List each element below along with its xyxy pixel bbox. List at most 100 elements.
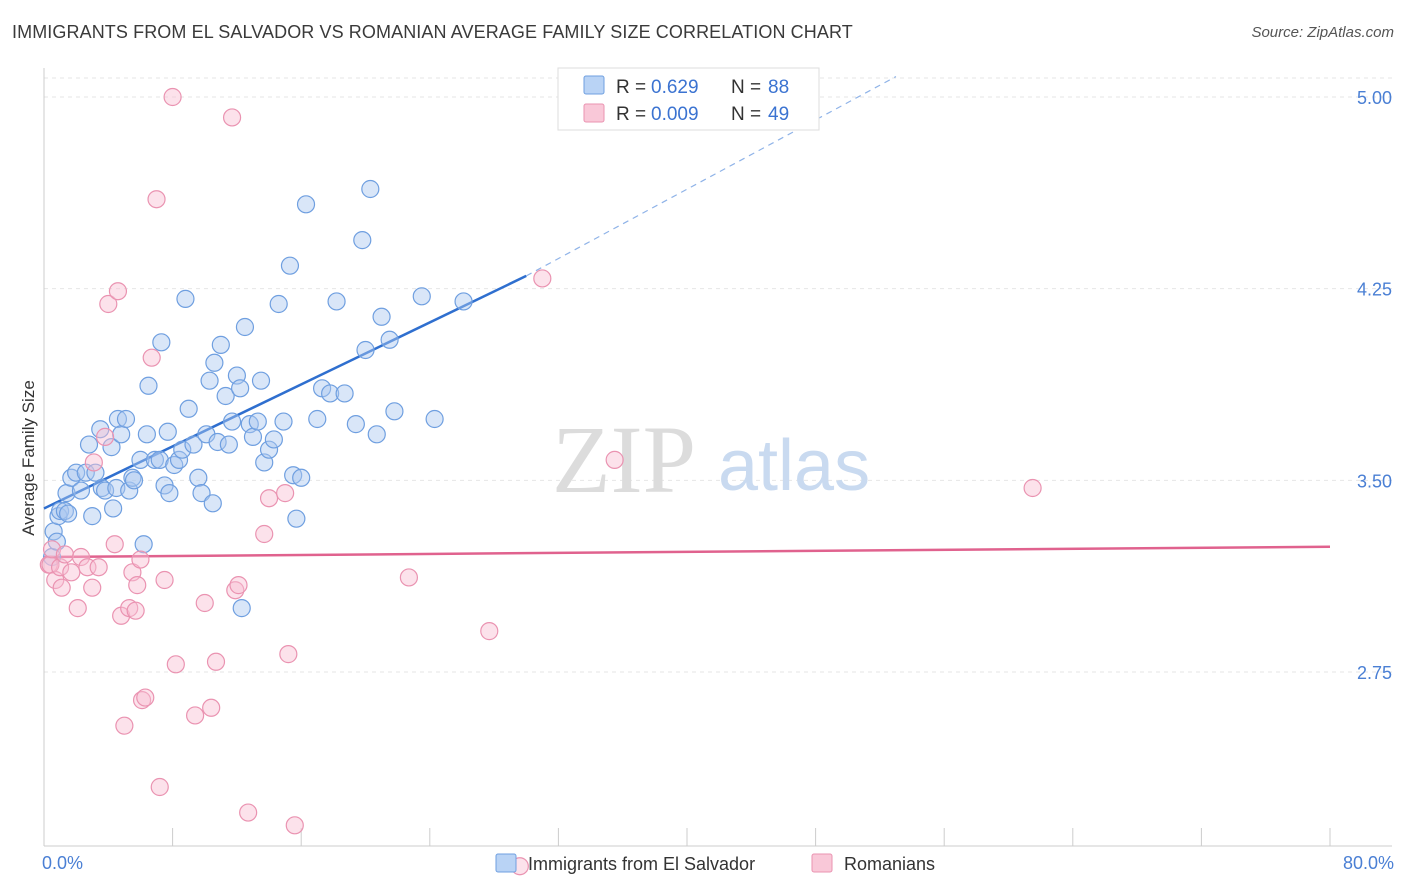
x-tick-label-start: 0.0%: [42, 853, 83, 873]
point-romanian: [84, 453, 103, 472]
point-romanian: [255, 524, 274, 544]
trend-line-pink: [43, 545, 1331, 559]
legend-swatch-pink: [583, 103, 605, 123]
point-el-salvador: [200, 371, 219, 390]
series-legend: Immigrants from El Salvador Romanians: [495, 853, 935, 874]
point-el-salvador: [292, 468, 311, 487]
point-el-salvador: [327, 292, 346, 311]
legend-swatch-blue: [583, 75, 605, 95]
data-points: [39, 87, 1042, 876]
series-legend-label-2: Romanians: [844, 854, 935, 874]
point-el-salvador: [67, 463, 86, 482]
point-el-salvador: [335, 384, 354, 403]
point-el-salvador: [208, 432, 227, 452]
point-romanian: [108, 282, 128, 301]
watermark: ZIP atlas: [552, 406, 870, 513]
point-romanian: [99, 294, 118, 314]
point-el-salvador: [134, 535, 153, 554]
point-romanian: [279, 645, 298, 664]
trend-line-blue-extension: [525, 76, 897, 277]
point-el-salvador: [219, 435, 238, 454]
point-romanian: [105, 535, 124, 554]
point-romanian: [259, 489, 279, 508]
point-el-salvador: [280, 256, 300, 275]
point-el-salvador: [92, 478, 111, 498]
point-romanian: [150, 777, 169, 797]
point-romanian: [147, 190, 166, 209]
point-el-salvador: [264, 430, 283, 449]
point-el-salvador: [259, 440, 279, 459]
point-romanian: [202, 698, 221, 717]
legend-n-value-1: 88: [768, 77, 789, 98]
point-el-salvador: [372, 307, 391, 326]
point-el-salvador: [116, 409, 136, 429]
legend-n-label-1: N =: [731, 77, 761, 98]
point-romanian: [186, 706, 205, 725]
x-tick-labels: 0.0% 80.0%: [42, 853, 1394, 873]
point-el-salvador: [412, 287, 431, 306]
point-el-salvador: [173, 440, 192, 459]
point-romanian: [285, 816, 304, 835]
point-el-salvador: [321, 384, 340, 403]
series-legend-label-1: Immigrants from El Salvador: [528, 854, 755, 874]
point-romanian: [229, 576, 248, 595]
point-romanian: [126, 601, 145, 620]
point-el-salvador: [176, 289, 195, 308]
point-romanian: [276, 484, 295, 503]
chart-title: IMMIGRANTS FROM EL SALVADOR VS ROMANIAN …: [12, 22, 853, 42]
point-el-salvador: [158, 422, 177, 441]
point-romanian: [55, 545, 74, 564]
point-el-salvador: [145, 450, 165, 469]
point-el-salvador: [192, 484, 211, 503]
point-romanian: [95, 427, 115, 446]
point-el-salvador: [308, 409, 327, 429]
point-romanian: [115, 716, 134, 735]
point-el-salvador: [179, 399, 198, 418]
point-romanian: [206, 652, 226, 671]
point-el-salvador: [169, 450, 189, 469]
source-label: Source: ZipAtlas.com: [1251, 24, 1394, 41]
y-tick-label: 2.75: [1357, 663, 1392, 683]
point-el-salvador: [95, 481, 115, 500]
point-el-salvador: [203, 494, 222, 513]
point-el-salvador: [356, 340, 375, 360]
point-romanian: [62, 563, 81, 582]
legend-r-label-2: R =: [616, 104, 646, 125]
point-el-salvador: [152, 333, 171, 352]
point-el-salvador: [232, 599, 251, 618]
point-el-salvador: [71, 481, 91, 500]
point-romanian: [142, 348, 161, 367]
point-el-salvador: [150, 450, 169, 469]
point-el-salvador: [243, 427, 263, 446]
point-el-salvador: [79, 435, 99, 454]
trend-line-blue: [43, 274, 527, 510]
point-el-salvador: [222, 412, 242, 431]
point-romanian: [1023, 478, 1042, 498]
point-el-salvador: [83, 507, 102, 526]
x-tick-label-end: 80.0%: [1343, 853, 1394, 873]
point-romanian: [195, 593, 214, 613]
y-tick-labels: 2.75 3.50 4.25 5.00: [1357, 88, 1392, 683]
point-el-salvador: [102, 438, 121, 457]
point-romanian: [132, 691, 152, 710]
point-el-salvador: [205, 353, 224, 372]
point-romanian: [239, 803, 258, 822]
point-romanian: [52, 578, 71, 597]
point-el-salvador: [251, 371, 271, 390]
point-romanian: [166, 655, 185, 674]
point-el-salvador: [380, 330, 399, 349]
watermark-zip: ZIP: [552, 406, 696, 513]
y-tick-label: 3.50: [1357, 471, 1392, 491]
point-el-salvador: [189, 468, 208, 487]
point-el-salvador: [211, 335, 230, 354]
point-el-salvador: [385, 402, 404, 421]
point-el-salvador: [235, 317, 255, 337]
point-romanian: [155, 570, 174, 590]
point-romanian: [136, 688, 155, 707]
point-el-salvador: [184, 435, 203, 454]
legend-r-label-1: R =: [616, 77, 646, 98]
point-el-salvador: [274, 412, 293, 431]
y-tick-label: 4.25: [1357, 280, 1392, 300]
point-romanian: [131, 550, 150, 569]
point-el-salvador: [131, 450, 150, 469]
